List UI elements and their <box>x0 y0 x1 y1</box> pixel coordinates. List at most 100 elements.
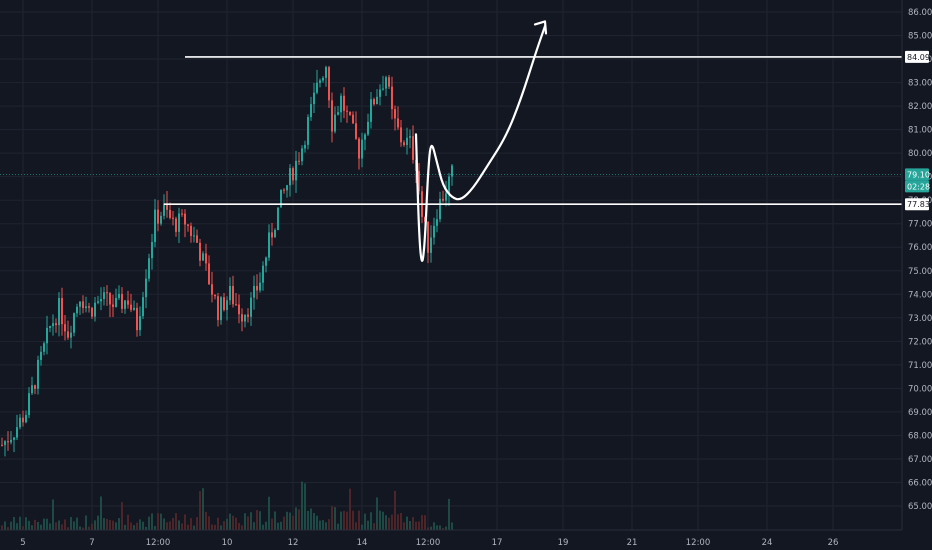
candle-body <box>133 307 135 310</box>
volume-bar <box>70 516 72 530</box>
volume-bar <box>418 521 420 530</box>
candle-body <box>112 304 114 307</box>
candle-body <box>385 77 387 89</box>
candle-body <box>97 301 99 303</box>
current-price-badge-text: 79.10 <box>907 170 930 179</box>
volume-bar <box>214 524 216 530</box>
volume-bar <box>82 527 84 530</box>
time-tick-label: 12:00 <box>686 538 711 548</box>
volume-bar <box>13 516 15 530</box>
volume-bar <box>376 497 378 530</box>
volume-bar <box>370 512 372 530</box>
volume-bar <box>283 516 285 530</box>
volume-bar <box>142 521 144 530</box>
volume-bar <box>103 518 105 530</box>
volume-bar <box>274 511 276 530</box>
volume-bar <box>316 515 318 530</box>
candle-body <box>262 265 264 283</box>
candle-body <box>406 137 408 146</box>
candle-body <box>277 207 279 230</box>
volume-bar <box>136 522 138 530</box>
volume-bar <box>304 483 306 530</box>
countdown-badge-text: 02:28 <box>907 182 930 191</box>
candle-body <box>355 123 357 139</box>
candle-body <box>40 351 42 360</box>
volume-bar <box>115 522 117 530</box>
volume-bar <box>178 520 180 530</box>
volume-bar <box>289 512 291 530</box>
volume-bar <box>286 511 288 530</box>
volume-bar <box>28 520 30 530</box>
volume-bar <box>1 525 3 530</box>
candle-body <box>358 138 360 159</box>
volume-bar <box>355 522 357 530</box>
candle-body <box>253 285 255 298</box>
volume-bar <box>388 517 390 530</box>
price-tick-label: 86.00 <box>908 8 932 18</box>
volume-bar <box>172 517 174 530</box>
volume-bar <box>427 527 429 530</box>
candle-body <box>391 86 393 110</box>
candle-body <box>208 263 210 285</box>
grid-lines <box>0 0 902 530</box>
price-tick-label: 71.00 <box>908 361 932 371</box>
candle-body <box>118 293 120 298</box>
time-tick-label: 17 <box>492 538 503 548</box>
candle-body <box>136 307 138 331</box>
price-tick-label: 65.00 <box>908 502 932 512</box>
candle-body <box>22 417 24 423</box>
horizontal-lines[interactable] <box>0 56 902 205</box>
candle-body <box>250 297 252 317</box>
candle-body <box>88 306 90 308</box>
line-price-badge-box <box>905 50 929 63</box>
candle-body <box>91 307 93 317</box>
candle-body <box>157 209 159 224</box>
volume-bar <box>199 491 201 530</box>
candle-body <box>232 286 234 305</box>
candle-body <box>223 297 225 310</box>
candle-body <box>280 189 282 208</box>
candle-body <box>214 294 216 297</box>
price-tick-label: 83.00 <box>908 79 932 89</box>
volume-bar <box>193 525 195 530</box>
candle-body <box>166 203 168 210</box>
candle-body <box>196 235 198 243</box>
volume-bar <box>46 518 48 530</box>
volume-bar <box>409 521 411 530</box>
candle-body <box>430 237 432 253</box>
volume-bar <box>40 524 42 530</box>
candle-body <box>247 314 249 317</box>
candle-body <box>109 293 111 305</box>
volume-bar <box>298 509 300 530</box>
arrow-head <box>533 20 548 35</box>
volume-bar <box>328 519 330 530</box>
candle-body <box>394 109 396 119</box>
candle-body <box>376 96 378 105</box>
candle-body <box>442 198 444 201</box>
current-price-badge-box <box>905 168 929 181</box>
volume-bar <box>292 515 294 530</box>
volume-bar <box>97 515 99 530</box>
candle-body <box>244 314 246 322</box>
volume-bar <box>31 525 33 530</box>
candle-body <box>229 286 231 301</box>
candle-body <box>220 297 222 321</box>
time-axis[interactable]: 5 7 12:00 10 12 14 12:00 17 19 21 12:00 24 26 <box>0 529 902 548</box>
price-tick-label: 70.00 <box>908 384 932 394</box>
volume-bar <box>235 517 237 530</box>
line-price-badge-text: 77.83 <box>907 200 930 209</box>
candle-body <box>7 441 9 443</box>
candle-body <box>352 114 354 124</box>
candle-body <box>1 444 3 446</box>
freehand-drawing[interactable] <box>414 20 548 262</box>
volume-bar <box>19 516 21 530</box>
volume-bar <box>430 526 432 530</box>
volume-bar <box>265 521 267 530</box>
volume-bar <box>379 510 381 530</box>
candle-body <box>58 298 60 326</box>
volume-bar <box>256 509 258 530</box>
candle-body <box>412 136 414 160</box>
candle-body <box>79 301 81 307</box>
price-badges: 84.09 77.83 79.10 02:28 <box>905 50 930 211</box>
